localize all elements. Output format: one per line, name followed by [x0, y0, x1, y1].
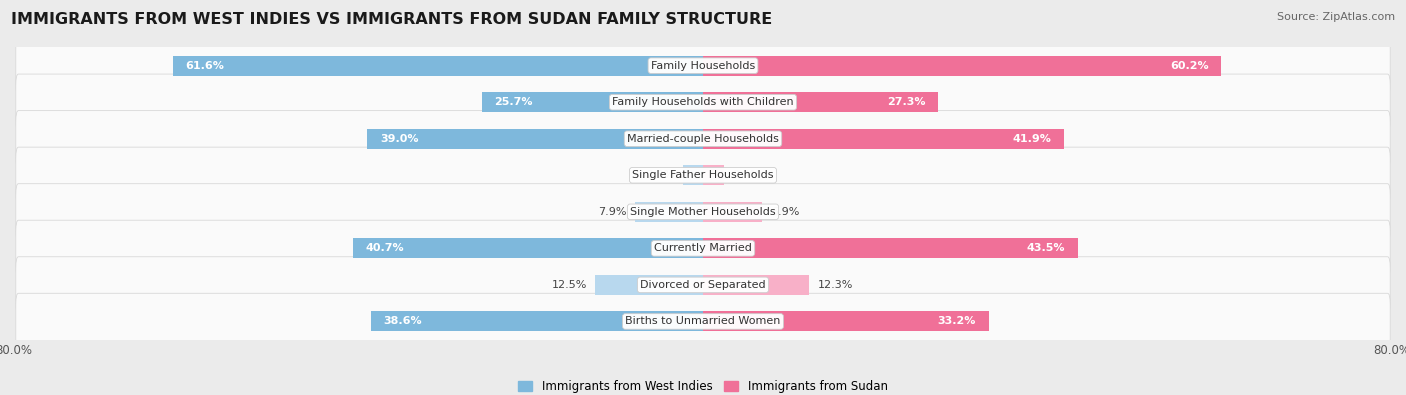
- FancyBboxPatch shape: [15, 147, 1391, 203]
- Text: 7.9%: 7.9%: [598, 207, 626, 217]
- Bar: [636, 202, 703, 222]
- Bar: [703, 311, 988, 331]
- FancyBboxPatch shape: [15, 111, 1391, 167]
- Text: Divorced or Separated: Divorced or Separated: [640, 280, 766, 290]
- Bar: [353, 238, 703, 258]
- Text: 41.9%: 41.9%: [1012, 134, 1050, 144]
- Bar: [703, 129, 1064, 149]
- Text: 33.2%: 33.2%: [938, 316, 976, 326]
- Text: Married-couple Households: Married-couple Households: [627, 134, 779, 144]
- Text: 2.4%: 2.4%: [733, 170, 761, 180]
- Text: IMMIGRANTS FROM WEST INDIES VS IMMIGRANTS FROM SUDAN FAMILY STRUCTURE: IMMIGRANTS FROM WEST INDIES VS IMMIGRANT…: [11, 12, 772, 27]
- Bar: [703, 56, 1222, 76]
- Text: Single Mother Households: Single Mother Households: [630, 207, 776, 217]
- Text: 6.9%: 6.9%: [770, 207, 800, 217]
- Text: Family Households with Children: Family Households with Children: [612, 97, 794, 107]
- FancyBboxPatch shape: [15, 38, 1391, 94]
- Text: Currently Married: Currently Married: [654, 243, 752, 253]
- FancyBboxPatch shape: [15, 184, 1391, 240]
- Bar: [173, 56, 703, 76]
- Bar: [367, 129, 703, 149]
- Text: Family Households: Family Households: [651, 61, 755, 71]
- Bar: [703, 202, 762, 222]
- Bar: [703, 92, 938, 112]
- Text: 25.7%: 25.7%: [495, 97, 533, 107]
- Text: 12.5%: 12.5%: [551, 280, 586, 290]
- Bar: [683, 165, 703, 185]
- Text: 12.3%: 12.3%: [817, 280, 853, 290]
- FancyBboxPatch shape: [15, 293, 1391, 350]
- FancyBboxPatch shape: [15, 74, 1391, 130]
- FancyBboxPatch shape: [15, 220, 1391, 276]
- Bar: [482, 92, 703, 112]
- Text: 2.3%: 2.3%: [647, 170, 675, 180]
- Text: 38.6%: 38.6%: [384, 316, 422, 326]
- Text: Source: ZipAtlas.com: Source: ZipAtlas.com: [1277, 12, 1395, 22]
- Text: 60.2%: 60.2%: [1170, 61, 1209, 71]
- Bar: [703, 238, 1077, 258]
- Text: 40.7%: 40.7%: [366, 243, 404, 253]
- Text: Births to Unmarried Women: Births to Unmarried Women: [626, 316, 780, 326]
- Bar: [703, 275, 808, 295]
- Bar: [703, 165, 724, 185]
- FancyBboxPatch shape: [15, 257, 1391, 313]
- Legend: Immigrants from West Indies, Immigrants from Sudan: Immigrants from West Indies, Immigrants …: [513, 376, 893, 395]
- Text: 39.0%: 39.0%: [380, 134, 419, 144]
- Text: Single Father Households: Single Father Households: [633, 170, 773, 180]
- Bar: [595, 275, 703, 295]
- Text: 61.6%: 61.6%: [186, 61, 225, 71]
- Text: 27.3%: 27.3%: [887, 97, 925, 107]
- Bar: [371, 311, 703, 331]
- Text: 43.5%: 43.5%: [1026, 243, 1064, 253]
